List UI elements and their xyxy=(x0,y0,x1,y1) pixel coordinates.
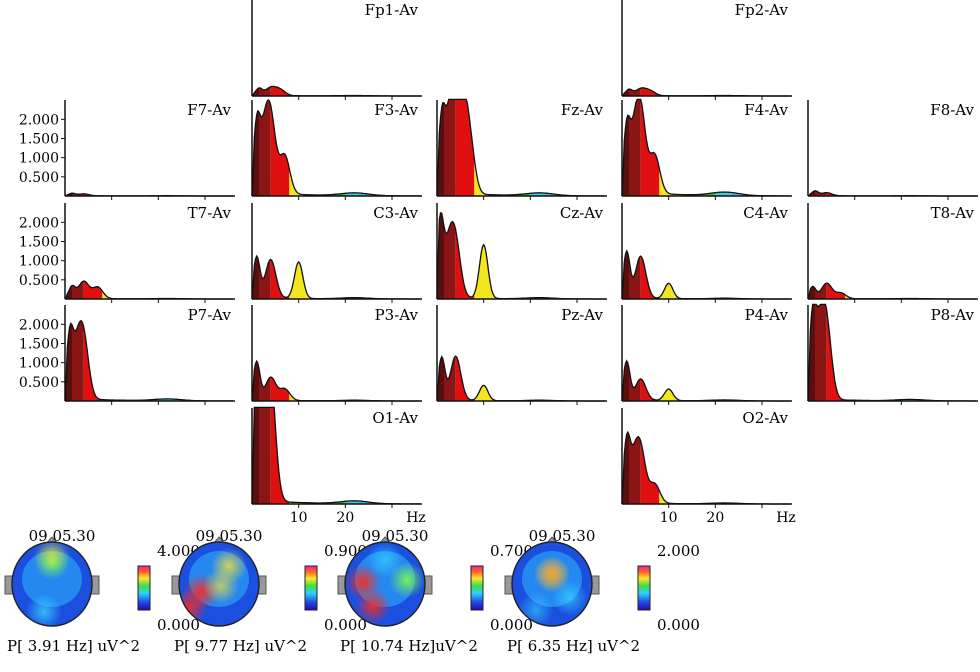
band-area xyxy=(259,369,271,401)
channel-title: O2-Av xyxy=(742,409,788,427)
band-area xyxy=(629,368,641,401)
band-area xyxy=(84,281,103,299)
channel-title: Pz-Av xyxy=(561,306,603,324)
map-caption: P[ 6.35 Hz] uV^2 xyxy=(507,637,640,655)
y-tick-label: 2.000 xyxy=(19,317,59,333)
band-area xyxy=(259,259,271,299)
y-tick-label: 2.000 xyxy=(19,112,59,128)
channel-title: Fz-Av xyxy=(561,101,604,119)
spectrum-panel: F3-Av xyxy=(252,100,422,200)
y-tick-label: 1.500 xyxy=(19,132,59,148)
scale-min: 0.000 xyxy=(324,616,367,634)
channel-title: C3-Av xyxy=(373,204,418,222)
band-area xyxy=(641,441,660,504)
channel-title: F3-Av xyxy=(374,101,418,119)
spectrum-panel: Fz-Av xyxy=(437,99,607,200)
y-tick-label: 1.000 xyxy=(19,356,59,372)
band-area xyxy=(72,321,84,401)
x-tick-label: 20 xyxy=(336,510,354,526)
channel-title: F8-Av xyxy=(930,101,974,119)
band-area xyxy=(629,256,641,299)
band-area xyxy=(641,88,660,96)
spectrum-panel: P3-Av xyxy=(252,305,422,405)
channel-title: Fp2-Av xyxy=(735,1,789,19)
band-area xyxy=(444,99,456,196)
x-unit-label: Hz xyxy=(776,510,796,526)
map-caption: P[ 10.74 Hz]uV^2 xyxy=(340,637,478,655)
field-blob xyxy=(367,542,403,578)
spectrum-panel: C4-Av xyxy=(622,203,792,303)
x-unit-label: Hz xyxy=(406,510,426,526)
color-scale-bar xyxy=(638,566,650,610)
spectrum-panel: Cz-Av xyxy=(437,203,607,303)
scale-min: 0.000 xyxy=(490,616,533,634)
map-caption: P[ 3.91 Hz] uV^2 xyxy=(7,637,140,655)
band-area xyxy=(259,407,271,504)
channel-title: T7-Av xyxy=(188,204,232,222)
x-tick-label: 10 xyxy=(290,510,308,526)
map-time: 09.05.30 xyxy=(196,527,263,545)
channel-title: O1-Av xyxy=(372,409,418,427)
y-tick-label: 0.500 xyxy=(19,170,59,186)
map-caption: P[ 9.77 Hz] uV^2 xyxy=(174,637,307,655)
band-area xyxy=(271,407,290,504)
y-tick-label: 0.500 xyxy=(19,375,59,391)
scale-max: 2.000 xyxy=(657,542,700,560)
spectrum-panel: O2-Av 10 20 Hz xyxy=(622,408,796,526)
band-area xyxy=(444,356,456,401)
channel-title: F4-Av xyxy=(744,101,788,119)
channel-title: T8-Av xyxy=(931,204,975,222)
spectrum-panel: T8-Av xyxy=(808,203,978,303)
y-tick-label: 2.000 xyxy=(19,215,59,231)
channel-title: C4-Av xyxy=(743,204,788,222)
y-tick-label: 1.500 xyxy=(19,235,59,251)
color-scale-bar xyxy=(138,566,150,610)
y-tick-label: 1.000 xyxy=(19,151,59,167)
y-tick-label: 1.000 xyxy=(19,254,59,270)
channel-title: P8-Av xyxy=(931,306,975,324)
field-blob xyxy=(203,568,239,604)
scale-min: 0.000 xyxy=(657,616,700,634)
spectrum-panel: P8-Av xyxy=(808,304,978,405)
channel-title: F7-Av xyxy=(187,101,231,119)
channel-title: Fp1-Av xyxy=(365,1,419,19)
scale-min: 0.000 xyxy=(157,616,200,634)
spectrum-panel: O1-Av 10 20 Hz xyxy=(252,407,426,526)
band-area xyxy=(629,435,641,504)
spectrum-panel: F7-Av 2.000 1.500 1.000 0.500 xyxy=(19,100,235,200)
spectrum-panel: F4-Av xyxy=(622,99,792,200)
map-time: 09.05.30 xyxy=(29,527,96,545)
spectrum-panel: Pz-Av xyxy=(437,305,607,405)
color-scale-bar xyxy=(471,566,483,610)
spectrum-panel: F8-Av xyxy=(808,100,978,200)
map-time: 09.05.30 xyxy=(362,527,429,545)
spectrum-panel: Fp1-Av xyxy=(252,0,422,100)
band-area xyxy=(259,100,271,196)
spectrum-panel: Fp2-Av xyxy=(622,0,792,100)
channel-title: Cz-Av xyxy=(560,204,604,222)
spectrum-panel: T7-Av 2.000 1.500 1.000 0.500 xyxy=(19,203,235,303)
band-area xyxy=(72,281,84,299)
channel-title: P4-Av xyxy=(745,306,789,324)
channel-title: P7-Av xyxy=(188,306,232,324)
x-tick-label: 10 xyxy=(660,510,678,526)
channel-title: P3-Av xyxy=(375,306,419,324)
x-tick-label: 20 xyxy=(706,510,724,526)
spectrum-panel: P4-Av xyxy=(622,305,792,405)
map-time: 09.05.30 xyxy=(529,527,596,545)
spectrum-panel: C3-Av xyxy=(252,203,422,303)
spectrum-panel: P7-Av 2.000 1.500 1.000 0.500 xyxy=(19,305,235,405)
band-area xyxy=(456,99,475,196)
y-tick-label: 0.500 xyxy=(19,273,59,289)
band-area xyxy=(815,304,827,401)
band-area xyxy=(629,99,641,196)
color-scale-bar xyxy=(305,566,317,610)
topomap: 09.05.30 2.000 0.000 P[ 6.35 Hz] uV^2 xyxy=(505,527,700,655)
y-tick-label: 1.500 xyxy=(19,337,59,353)
